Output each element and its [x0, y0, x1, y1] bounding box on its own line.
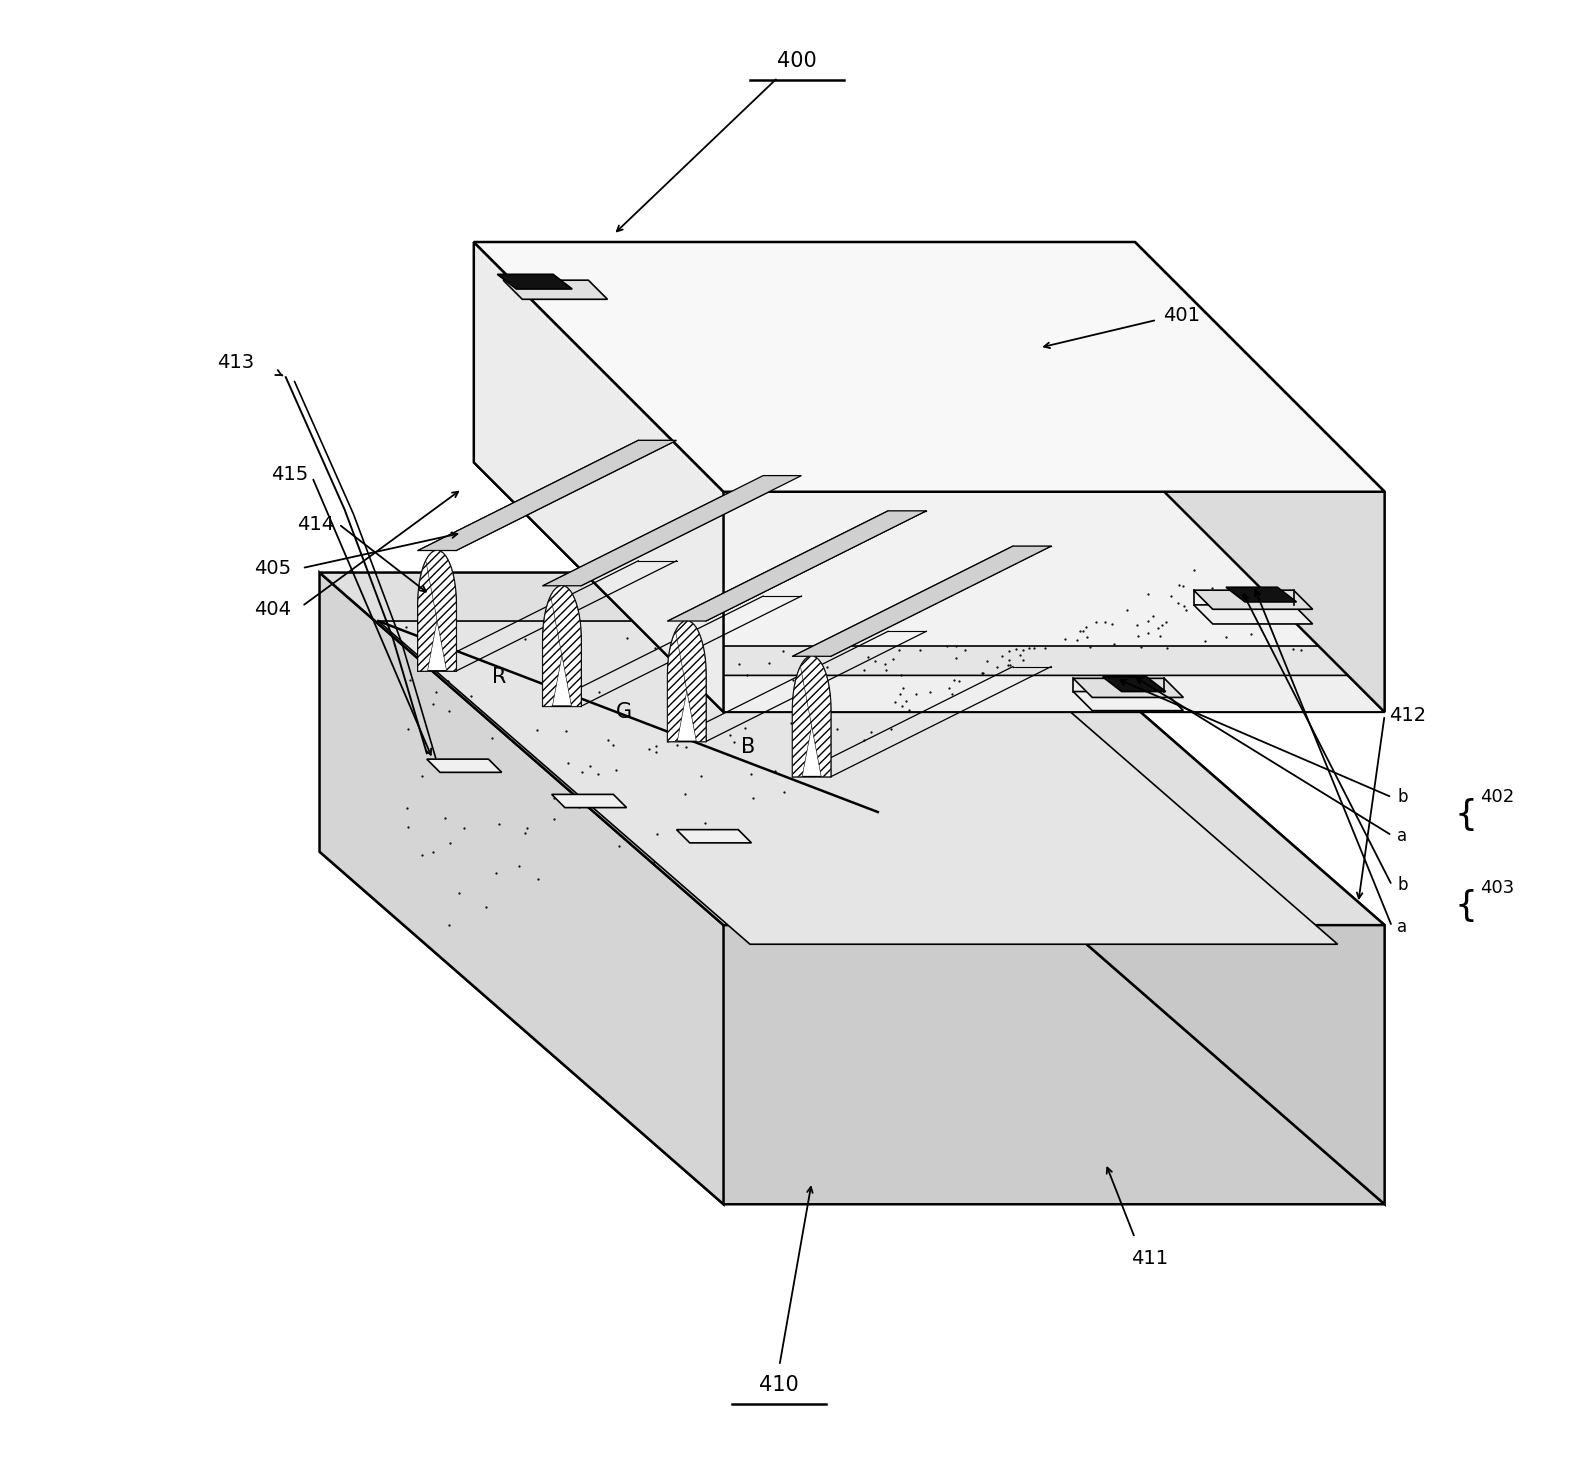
- Polygon shape: [980, 572, 1385, 1204]
- Text: 411: 411: [1132, 1249, 1168, 1268]
- Polygon shape: [668, 621, 698, 742]
- Polygon shape: [668, 510, 926, 621]
- Polygon shape: [544, 476, 802, 586]
- Polygon shape: [378, 621, 1337, 945]
- Polygon shape: [427, 759, 502, 773]
- Polygon shape: [552, 795, 626, 808]
- Text: 403: 403: [1481, 879, 1514, 897]
- Polygon shape: [550, 586, 582, 706]
- Text: b: b: [1396, 789, 1408, 807]
- Polygon shape: [319, 851, 1385, 1204]
- Polygon shape: [473, 242, 724, 712]
- Text: 412: 412: [1388, 706, 1427, 725]
- Polygon shape: [418, 550, 456, 670]
- Text: a: a: [1398, 826, 1408, 844]
- Polygon shape: [676, 621, 706, 742]
- Text: 402: 402: [1481, 789, 1514, 807]
- Text: 414: 414: [296, 515, 333, 534]
- Text: 400: 400: [778, 52, 816, 71]
- Polygon shape: [418, 550, 448, 670]
- Polygon shape: [319, 572, 724, 1204]
- Polygon shape: [497, 274, 572, 289]
- Polygon shape: [473, 242, 1385, 492]
- Polygon shape: [473, 396, 1385, 647]
- Polygon shape: [504, 280, 607, 300]
- Text: 413: 413: [217, 353, 255, 372]
- Polygon shape: [544, 586, 582, 706]
- Polygon shape: [1194, 590, 1312, 610]
- Polygon shape: [418, 440, 676, 550]
- Text: 415: 415: [271, 464, 309, 483]
- Polygon shape: [792, 657, 823, 777]
- Text: b: b: [1396, 876, 1408, 894]
- Polygon shape: [319, 572, 1385, 925]
- Polygon shape: [1103, 676, 1165, 691]
- Polygon shape: [676, 829, 751, 842]
- Polygon shape: [792, 546, 1050, 657]
- Text: 404: 404: [253, 599, 292, 618]
- Text: }: }: [1447, 887, 1470, 919]
- Polygon shape: [473, 463, 1385, 712]
- Polygon shape: [1194, 605, 1312, 624]
- Text: a: a: [1398, 918, 1408, 936]
- Text: G: G: [615, 701, 631, 722]
- Polygon shape: [544, 586, 574, 706]
- Text: 401: 401: [1164, 305, 1200, 325]
- Polygon shape: [426, 550, 456, 670]
- Text: 410: 410: [759, 1375, 799, 1396]
- Text: }: }: [1447, 795, 1470, 829]
- Text: R: R: [491, 667, 505, 687]
- Polygon shape: [1135, 242, 1385, 712]
- Polygon shape: [1226, 587, 1296, 602]
- Text: B: B: [741, 737, 756, 758]
- Polygon shape: [1073, 678, 1183, 697]
- Text: 405: 405: [253, 559, 292, 578]
- Polygon shape: [668, 621, 706, 742]
- Polygon shape: [800, 657, 830, 777]
- Polygon shape: [792, 657, 830, 777]
- Polygon shape: [473, 426, 1385, 675]
- Polygon shape: [1073, 691, 1183, 710]
